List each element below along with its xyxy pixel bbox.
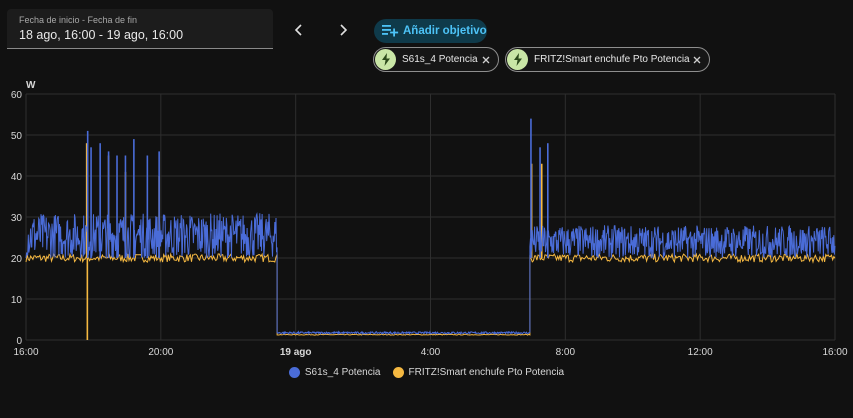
series-path: [25, 212, 836, 336]
y-axis: 0 10 20 30 40 50 60: [11, 90, 23, 347]
chevron-right-icon: [340, 24, 348, 36]
y-tick-label: 40: [11, 172, 23, 183]
next-range-button[interactable]: [330, 17, 356, 43]
add-target-button[interactable]: Añadir objetivo: [374, 19, 487, 43]
x-tick-label: 16:00: [13, 347, 38, 358]
x-tick-label: 12:00: [688, 347, 713, 358]
chart-grid: [25, 93, 836, 341]
close-icon[interactable]: [481, 55, 491, 65]
x-tick-label: 19 ago: [280, 347, 312, 358]
target-chip-s61s[interactable]: S61s_4 Potencia: [373, 47, 499, 72]
series-line-s61s: [25, 118, 836, 336]
playlist-add-icon: [382, 25, 399, 37]
legend-label: S61s_4 Potencia: [304, 367, 381, 378]
legend-item-fritz[interactable]: FRITZ!Smart enchufe Pto Potencia: [392, 367, 565, 378]
series-path: [25, 252, 836, 336]
y-tick-label: 0: [16, 336, 22, 347]
y-tick-label: 20: [11, 254, 23, 265]
add-target-label: Añadir objetivo: [403, 25, 487, 37]
date-range-value: 18 ago, 16:00 - 19 ago, 16:00: [19, 28, 184, 42]
target-chip-label: FRITZ!Smart enchufe Pto Potencia: [534, 54, 690, 65]
target-chip-label: S61s_4 Potencia: [402, 54, 478, 65]
flash-icon: [375, 49, 396, 70]
legend-item-s61s[interactable]: S61s_4 Potencia: [288, 367, 381, 378]
power-history-chart[interactable]: 0 10 20 30 40 50 60 16:00 20:00 19 ago 4:00 8:00 12…: [0, 76, 853, 366]
target-chip-fritz[interactable]: FRITZ!Smart enchufe Pto Potencia: [505, 47, 710, 72]
legend-swatch: [392, 367, 404, 378]
legend-swatch: [288, 367, 300, 378]
x-tick-label: 4:00: [421, 347, 441, 358]
y-tick-label: 10: [11, 295, 23, 306]
x-tick-label: 20:00: [148, 347, 173, 358]
flash-icon: [507, 49, 528, 70]
date-range-field[interactable]: Fecha de inicio - Fecha de fin 18 ago, 1…: [7, 9, 273, 49]
close-icon[interactable]: [692, 55, 702, 65]
x-axis: 16:00 20:00 19 ago 4:00 8:00 12:00 16:00: [13, 347, 847, 358]
legend-label: FRITZ!Smart enchufe Pto Potencia: [408, 367, 565, 378]
y-tick-label: 60: [11, 90, 23, 101]
chevron-left-icon: [294, 24, 302, 36]
y-tick-label: 30: [11, 213, 23, 224]
x-tick-label: 8:00: [556, 347, 576, 358]
y-axis-label: W: [26, 80, 36, 91]
x-tick-label: 16:00: [822, 347, 847, 358]
chart-legend: S61s_4 Potencia FRITZ!Smart enchufe Pto …: [0, 367, 853, 378]
previous-range-button[interactable]: [286, 17, 312, 43]
y-tick-label: 50: [11, 131, 23, 142]
date-range-label: Fecha de inicio - Fecha de fin: [19, 15, 138, 25]
